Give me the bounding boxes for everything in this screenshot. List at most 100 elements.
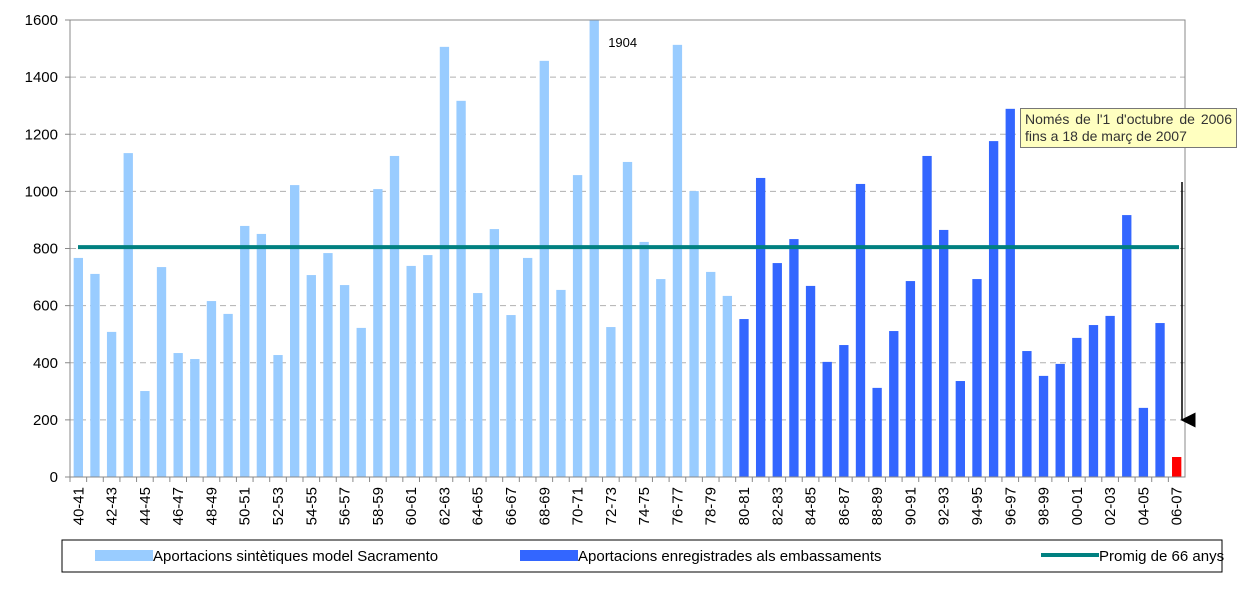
legend-label: Aportacions sintètiques model Sacramento — [153, 548, 438, 565]
x-tick-label: 60-61 — [403, 487, 420, 525]
bar — [273, 355, 283, 477]
x-tick-label: 78-79 — [703, 487, 720, 525]
bar — [506, 315, 516, 477]
bar — [606, 327, 616, 477]
x-tick-label: 00-01 — [1069, 487, 1086, 525]
x-tick-label: 70-71 — [570, 487, 587, 525]
x-tick-label: 46-47 — [170, 487, 187, 525]
x-tick-label: 58-59 — [370, 487, 387, 525]
legend-swatch — [95, 550, 153, 561]
bar — [456, 100, 466, 477]
x-tick-label: 90-91 — [902, 487, 919, 525]
y-tick-label: 1400 — [25, 69, 58, 86]
bar — [439, 46, 450, 477]
y-tick-label: 200 — [33, 412, 58, 429]
bar — [622, 161, 633, 477]
bar — [1172, 457, 1182, 477]
x-tick-label: 86-87 — [836, 487, 853, 525]
bar — [473, 293, 483, 477]
bar — [356, 327, 366, 477]
bar — [1005, 108, 1015, 477]
bar — [339, 285, 350, 477]
x-tick-label: 98-99 — [1036, 487, 1053, 525]
bar — [672, 44, 683, 477]
bar — [323, 253, 333, 477]
bar — [1122, 215, 1132, 477]
bar — [572, 175, 583, 477]
x-tick-label: 06-07 — [1169, 487, 1186, 525]
x-tick-label: 56-57 — [337, 487, 354, 525]
x-tick-label: 88-89 — [869, 487, 886, 525]
bar — [589, 20, 599, 477]
bar — [988, 141, 999, 477]
x-tick-label: 42-43 — [104, 487, 121, 525]
bar — [855, 183, 866, 477]
y-tick-label: 800 — [33, 241, 58, 258]
bar — [722, 295, 733, 477]
bar — [389, 155, 400, 477]
legend-label: Aportacions enregistrades als embassamen… — [578, 548, 882, 565]
legend-label: Promig de 66 anys — [1099, 548, 1224, 565]
x-tick-label: 96-97 — [1002, 487, 1019, 525]
bar — [90, 273, 100, 477]
bar — [256, 233, 267, 477]
x-tick-label: 76-77 — [669, 487, 686, 525]
bar — [1055, 363, 1065, 477]
y-tick-label: 1000 — [25, 183, 58, 200]
x-tick-label: 44-45 — [137, 487, 154, 525]
legend-box — [61, 539, 1223, 573]
bar — [406, 265, 416, 477]
y-tick-label: 600 — [33, 298, 58, 315]
x-tick-label: 68-69 — [536, 487, 553, 525]
x-tick-label: 54-55 — [303, 487, 320, 525]
bar — [922, 155, 932, 477]
bar — [739, 319, 749, 477]
y-tick-label: 1200 — [25, 126, 58, 143]
x-tick-label: 48-49 — [203, 487, 220, 525]
x-tick-label: 74-75 — [636, 487, 653, 525]
x-tick-label: 50-51 — [237, 487, 254, 525]
bar — [905, 281, 916, 477]
bar — [423, 255, 433, 477]
bar — [173, 353, 183, 477]
bar — [755, 177, 766, 477]
bar — [1155, 323, 1165, 477]
bar — [306, 275, 316, 477]
x-tick-label: 64-65 — [470, 487, 487, 525]
bar — [772, 263, 782, 477]
bar — [190, 359, 200, 477]
bar — [489, 229, 500, 477]
bar — [106, 331, 117, 477]
x-tick-label: 82-83 — [769, 487, 786, 525]
x-tick-label: 62-63 — [436, 487, 453, 525]
bar — [373, 189, 383, 477]
bar — [889, 331, 899, 477]
bar — [1072, 337, 1082, 477]
x-tick-label: 84-85 — [803, 487, 820, 525]
x-tick-label: 80-81 — [736, 487, 753, 525]
bar — [223, 313, 233, 477]
bar — [123, 153, 133, 477]
x-tick-label: 92-93 — [936, 487, 953, 525]
bar — [140, 391, 150, 477]
y-tick-label: 0 — [50, 469, 58, 486]
bar — [1022, 351, 1032, 477]
bar — [522, 257, 533, 477]
bar — [1138, 407, 1149, 477]
bar — [805, 285, 816, 477]
bar — [939, 229, 949, 477]
bar — [539, 60, 549, 477]
annotation: Només de l'1 d'octubre de 2006 fins a 18… — [1020, 108, 1237, 148]
bar — [706, 271, 716, 477]
bar — [822, 361, 832, 477]
bar — [290, 185, 300, 477]
x-tick-label: 94-95 — [969, 487, 986, 525]
bar — [872, 387, 882, 477]
bar — [240, 225, 250, 477]
legend-swatch — [520, 550, 578, 561]
x-tick-label: 02-03 — [1102, 487, 1119, 525]
bar — [789, 239, 799, 477]
